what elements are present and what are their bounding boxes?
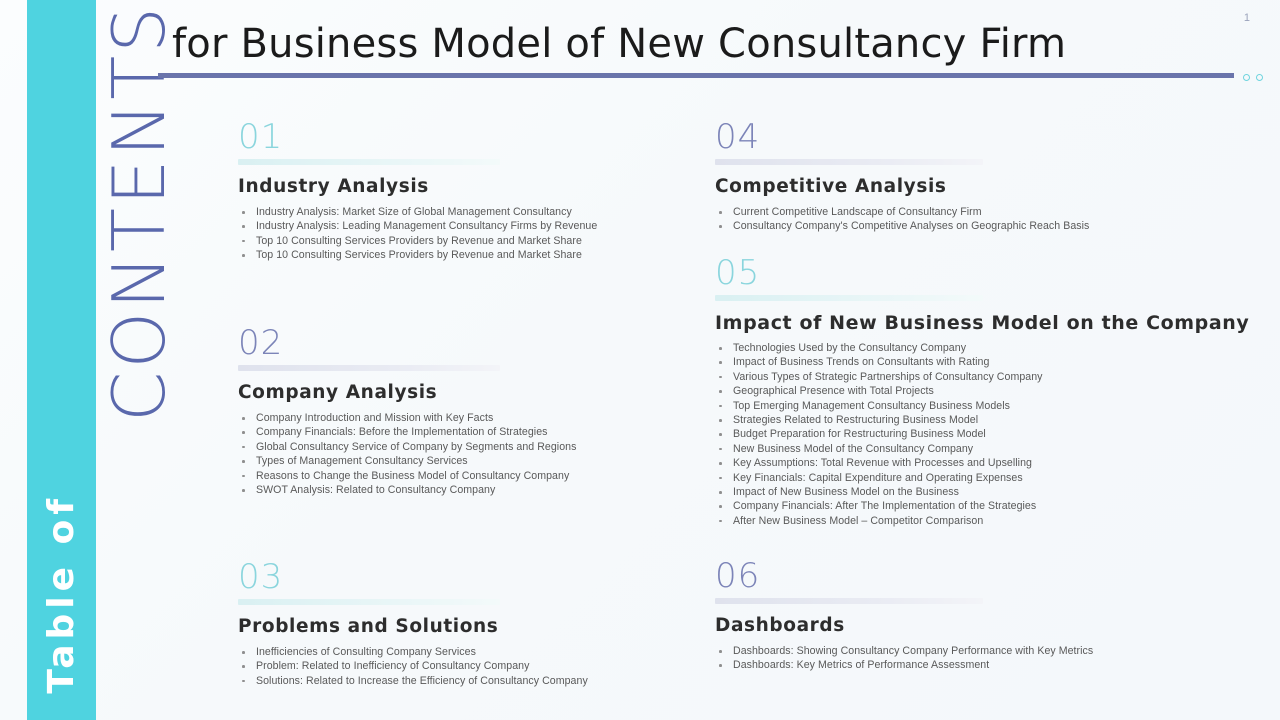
section-bullets-04: Current Competitive Landscape of Consult…: [715, 205, 1260, 234]
list-item[interactable]: Various Types of Strategic Partnerships …: [719, 370, 1260, 384]
section-bullets-05: Technologies Used by the Consultancy Com…: [715, 341, 1260, 528]
section-number-01: 01: [238, 117, 284, 157]
list-item[interactable]: Top 10 Consulting Services Providers by …: [242, 234, 718, 248]
sidebar-contents-label: CONTENTS: [96, 0, 182, 422]
header-rule-dot-two-icon: [1256, 74, 1263, 81]
list-item[interactable]: Key Financials: Capital Expenditure and …: [719, 471, 1260, 485]
section-divider-03: [238, 599, 500, 605]
section-divider-05: [715, 295, 983, 301]
list-item[interactable]: Global Consultancy Service of Company by…: [242, 440, 718, 454]
toc-section-04[interactable]: 04 Competitive Analysis Current Competit…: [715, 118, 1260, 234]
page-title: for Business Model of New Consultancy Fi…: [172, 21, 1067, 67]
toc-section-01[interactable]: 01 Industry Analysis Industry Analysis: …: [238, 118, 718, 263]
section-number-05: 05: [715, 253, 761, 293]
list-item[interactable]: Company Financials: After The Implementa…: [719, 499, 1260, 513]
toc-section-06[interactable]: 06 Dashboards Dashboards: Showing Consul…: [715, 557, 1260, 673]
section-bullets-03: Inefficiencies of Consulting Company Ser…: [238, 645, 718, 688]
section-bullets-02: Company Introduction and Mission with Ke…: [238, 411, 718, 497]
list-item[interactable]: Consultancy Company's Competitive Analys…: [719, 219, 1260, 233]
section-bullets-01: Industry Analysis: Market Size of Global…: [238, 205, 718, 263]
section-title-01: Industry Analysis: [238, 176, 429, 197]
list-item[interactable]: Current Competitive Landscape of Consult…: [719, 205, 1260, 219]
section-title-04: Competitive Analysis: [715, 176, 947, 197]
list-item[interactable]: Types of Management Consultancy Services: [242, 454, 718, 468]
toc-section-05[interactable]: 05 Impact of New Business Model on the C…: [715, 254, 1260, 528]
list-item[interactable]: Company Financials: Before the Implement…: [242, 425, 718, 439]
list-item[interactable]: Top Emerging Management Consultancy Busi…: [719, 399, 1260, 413]
section-divider-06: [715, 598, 983, 604]
page-number: 1: [1243, 12, 1250, 24]
section-number-02: 02: [238, 323, 284, 363]
toc-section-03[interactable]: 03 Problems and Solutions Inefficiencies…: [238, 558, 718, 688]
list-item[interactable]: Problem: Related to Inefficiency of Cons…: [242, 659, 718, 673]
list-item[interactable]: Strategies Related to Restructuring Busi…: [719, 413, 1260, 427]
section-title-05: Impact of New Business Model on the Comp…: [715, 312, 1250, 334]
section-title-02: Company Analysis: [238, 382, 438, 403]
list-item[interactable]: Budget Preparation for Restructuring Bus…: [719, 427, 1260, 441]
list-item[interactable]: Dashboards: Key Metrics of Performance A…: [719, 658, 1260, 672]
list-item[interactable]: Top 10 Consulting Services Providers by …: [242, 248, 718, 262]
list-item[interactable]: Key Assumptions: Total Revenue with Proc…: [719, 456, 1260, 470]
header-divider-rule: [158, 73, 1234, 78]
section-title-06: Dashboards: [715, 615, 845, 636]
section-divider-02: [238, 365, 500, 371]
list-item[interactable]: Industry Analysis: Leading Management Co…: [242, 219, 718, 233]
section-number-04: 04: [715, 117, 761, 157]
list-item[interactable]: Inefficiencies of Consulting Company Ser…: [242, 645, 718, 659]
list-item[interactable]: Solutions: Related to Increase the Effic…: [242, 674, 718, 688]
list-item[interactable]: After New Business Model – Competitor Co…: [719, 514, 1260, 528]
list-item[interactable]: Industry Analysis: Market Size of Global…: [242, 205, 718, 219]
content-columns: 01 Industry Analysis Industry Analysis: …: [182, 100, 1258, 710]
list-item[interactable]: Company Introduction and Mission with Ke…: [242, 411, 718, 425]
list-item[interactable]: Technologies Used by the Consultancy Com…: [719, 341, 1260, 355]
list-item[interactable]: Impact of Business Trends on Consultants…: [719, 355, 1260, 369]
section-number-03: 03: [238, 557, 284, 597]
section-number-06: 06: [715, 556, 761, 596]
sidebar-contents-text: CONTENTS: [97, 4, 181, 422]
list-item[interactable]: Dashboards: Showing Consultancy Company …: [719, 644, 1260, 658]
sidebar-accent-band: [27, 0, 96, 720]
list-item[interactable]: Reasons to Change the Business Model of …: [242, 469, 718, 483]
list-item[interactable]: New Business Model of the Consultancy Co…: [719, 442, 1260, 456]
section-divider-01: [238, 159, 500, 165]
section-divider-04: [715, 159, 983, 165]
slide-header: for Business Model of New Consultancy Fi…: [172, 14, 1240, 80]
toc-section-02[interactable]: 02 Company Analysis Company Introduction…: [238, 324, 718, 497]
list-item[interactable]: SWOT Analysis: Related to Consultancy Co…: [242, 483, 718, 497]
list-item[interactable]: Geographical Presence with Total Project…: [719, 384, 1260, 398]
section-title-03: Problems and Solutions: [238, 616, 499, 637]
header-rule-dot-one-icon: [1243, 74, 1250, 81]
list-item[interactable]: Impact of New Business Model on the Busi…: [719, 485, 1260, 499]
section-bullets-06: Dashboards: Showing Consultancy Company …: [715, 644, 1260, 673]
